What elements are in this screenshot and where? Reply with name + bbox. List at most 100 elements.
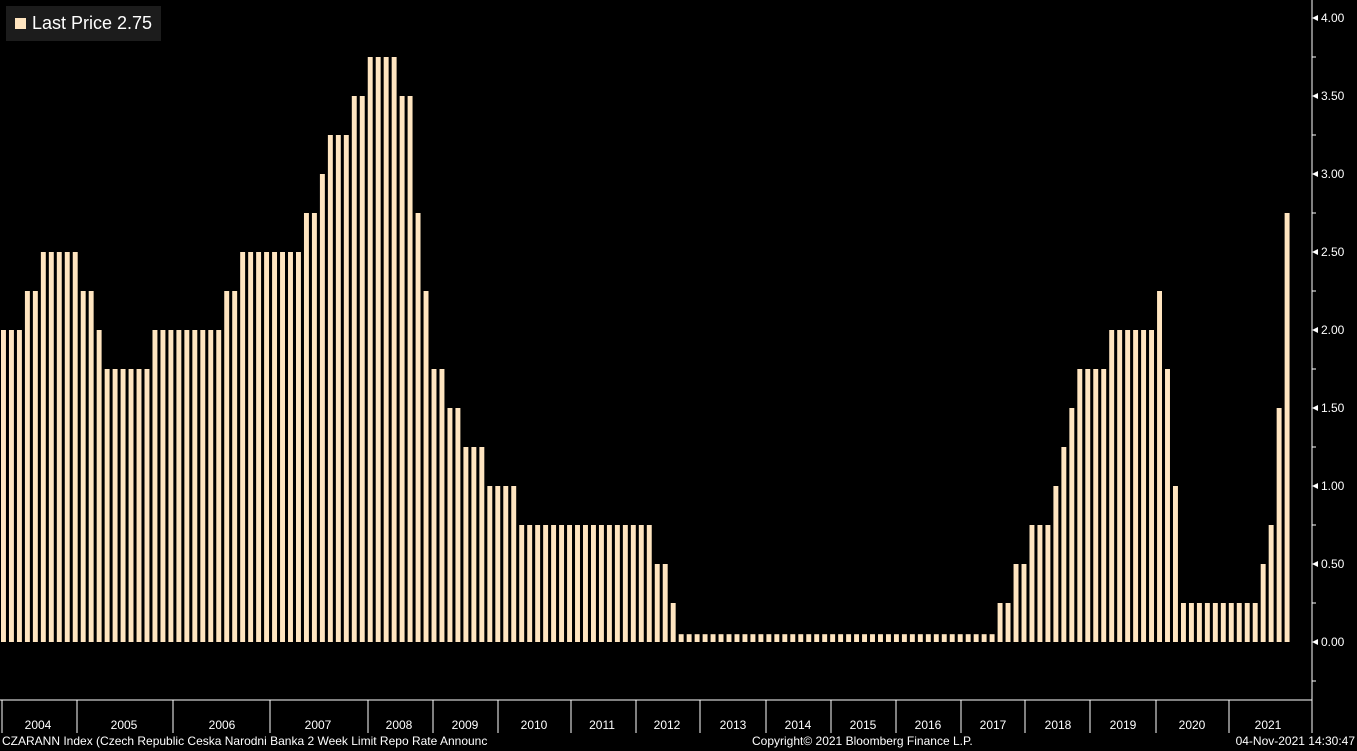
bar (40, 252, 46, 642)
bar (742, 634, 748, 642)
bar (1045, 525, 1051, 642)
bar (224, 291, 230, 642)
bar (1220, 603, 1226, 642)
bar (662, 564, 668, 642)
bar (1085, 369, 1091, 642)
bar (455, 408, 461, 642)
bar (184, 330, 190, 642)
bar (351, 96, 357, 642)
bar (383, 57, 389, 642)
x-tick-label: 2010 (521, 718, 548, 732)
x-tick-label: 2015 (850, 718, 877, 732)
bar (1013, 564, 1019, 642)
x-axis: 2004 2005 2006 2007 2008 2009 2010 2011 2012 2013… (0, 699, 1313, 733)
bar (1069, 408, 1075, 642)
x-tick-label: 2008 (386, 718, 413, 732)
x-tick-label: 2005 (111, 718, 138, 732)
bar (80, 291, 86, 642)
bar (718, 634, 724, 642)
bar (319, 174, 325, 642)
bar (1180, 603, 1186, 642)
bar (957, 634, 963, 642)
bar (160, 330, 166, 642)
bar (1260, 564, 1266, 642)
bar (72, 252, 78, 642)
bar (1252, 603, 1258, 642)
bar (1061, 447, 1067, 642)
y-tick-mark (1312, 561, 1318, 567)
bar (1244, 603, 1250, 642)
bar (1173, 486, 1178, 642)
bar (575, 525, 580, 642)
bar (583, 525, 588, 642)
bar (495, 486, 501, 642)
bar (941, 634, 947, 642)
bar (423, 291, 429, 642)
bar (1149, 330, 1155, 642)
bar (431, 369, 437, 642)
bar (1236, 603, 1242, 642)
y-tick-mark (1312, 93, 1318, 99)
bar (606, 525, 612, 642)
bar (885, 634, 891, 642)
bar (590, 525, 596, 642)
bar (830, 634, 836, 642)
bar (56, 252, 62, 642)
bar (551, 525, 557, 642)
bar (208, 330, 214, 642)
y-tick-label: 4.00 (1321, 11, 1345, 25)
bar (567, 525, 573, 642)
bar (846, 634, 852, 642)
bar (367, 57, 373, 642)
bar (838, 634, 844, 642)
bar (989, 634, 995, 642)
bar (503, 486, 509, 642)
bar (8, 330, 14, 642)
bar (925, 634, 931, 642)
bar (463, 447, 469, 642)
bar (854, 634, 860, 642)
legend-label: Last Price 2.75 (32, 13, 153, 33)
bar (686, 634, 692, 642)
bar (232, 291, 238, 642)
bar (1093, 369, 1099, 642)
y-tick-label: 3.00 (1321, 167, 1345, 181)
bar (200, 330, 206, 642)
bar (128, 369, 134, 642)
footer-copyright: Copyright© 2021 Bloomberg Finance L.P. (752, 734, 973, 748)
bar (280, 252, 285, 642)
bar (168, 330, 174, 642)
bar (311, 213, 317, 642)
bar (870, 634, 875, 642)
bar (136, 369, 142, 642)
footer-security-description: CZARANN Index (Czech Republic Ceska Naro… (2, 734, 488, 748)
bar (1204, 603, 1210, 642)
bar (1021, 564, 1027, 642)
bar (447, 408, 453, 642)
bar (176, 330, 182, 642)
bar (1165, 369, 1170, 642)
bar (1188, 603, 1194, 642)
x-tick-label: 2020 (1179, 718, 1206, 732)
bar (806, 634, 812, 642)
bar (965, 634, 971, 642)
bar (822, 634, 828, 642)
bar (949, 634, 955, 642)
y-tick-label: 0.50 (1321, 557, 1345, 571)
legend-swatch (15, 18, 26, 29)
x-tick-label: 2013 (720, 718, 747, 732)
bar (407, 96, 413, 642)
bar (559, 525, 565, 642)
x-tick-label: 2017 (980, 718, 1007, 732)
y-tick-label: 1.50 (1321, 401, 1345, 415)
bar (240, 252, 246, 642)
bar (726, 634, 732, 642)
bar (782, 634, 788, 642)
bar (399, 96, 405, 642)
bar (288, 252, 293, 642)
bar (64, 252, 70, 642)
bar (1029, 525, 1035, 642)
x-tick-label: 2007 (305, 718, 332, 732)
bar (272, 252, 278, 642)
